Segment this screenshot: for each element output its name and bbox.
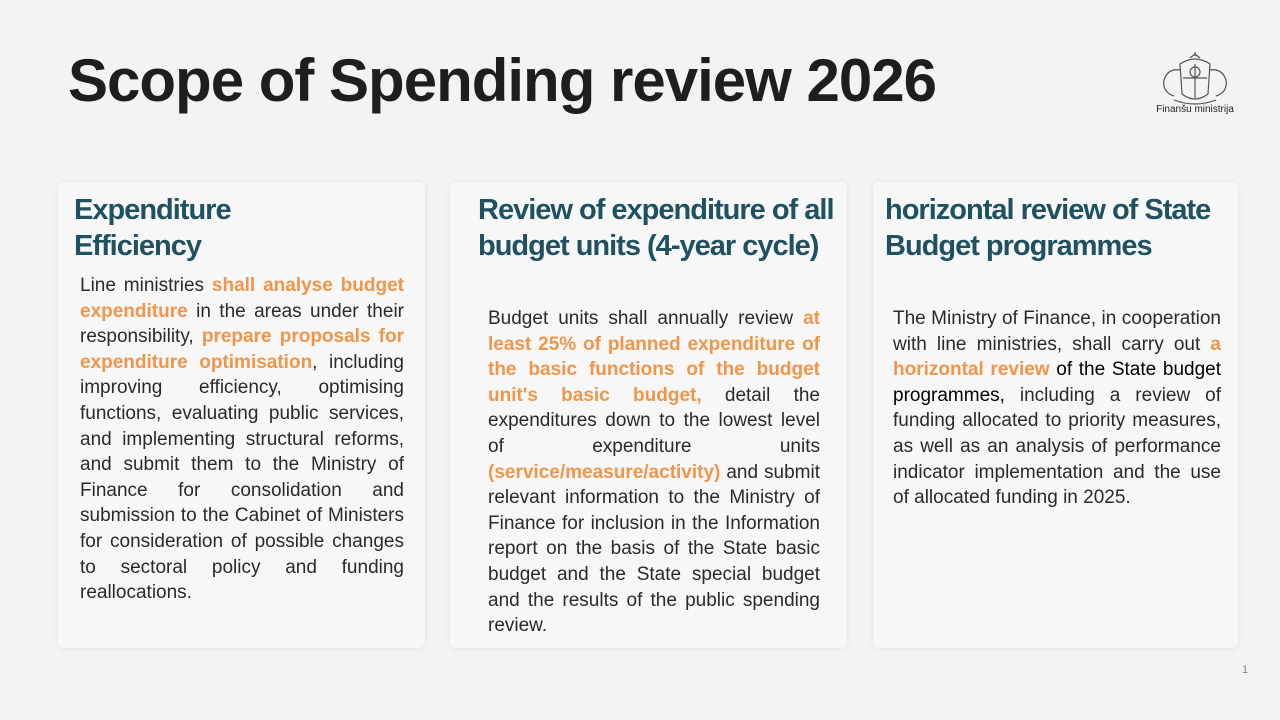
text-run: at least 25% of planned expenditure of t… [488,308,820,406]
text-run: (service/measure/activity) [488,461,721,483]
text-run: shall analyse budget expenditure [80,275,404,322]
text-run: and submit relevant information to the M… [488,461,820,637]
slide-title: Scope of Spending review 2026 [68,47,937,114]
card-body: Budget units shall annually review at le… [488,306,820,639]
text-run: The Ministry of Finance, in cooperation … [893,308,1221,355]
text-run: Budget units shall annually review [488,308,804,329]
card-heading: horizontal review of State Budget progra… [885,194,1211,262]
card-body: Line ministries shall analyse budget exp… [80,273,404,606]
card: horizontal review of State Budget progra… [873,182,1238,648]
text-run: a horizontal review [893,333,1221,381]
text-run: prepare proposals for expenditure optimi… [80,326,404,373]
text-run: including a review of funding allocated … [893,384,1221,509]
card: Review of expenditure of all budget unit… [450,182,847,648]
text-run: in the areas under their responsibility, [80,300,404,348]
text-run: Line ministries [80,275,212,296]
card: Expenditure Efficiency Line ministries s… [58,182,425,648]
card-heading: Review of expenditure of all budget unit… [478,194,835,262]
page-number: 1 [1242,664,1249,676]
text-run: , including improving efficiency, optimi… [80,351,404,604]
card-body: The Ministry of Finance, in cooperation … [893,306,1221,511]
text-run: detail the expenditures down to the lowe… [488,384,820,457]
logo-caption: Finanšu ministrija [1156,104,1234,115]
coat-of-arms [1163,52,1227,105]
text-run: of the State budget programmes, [893,359,1221,406]
card-heading: Expenditure Efficiency [74,194,232,262]
